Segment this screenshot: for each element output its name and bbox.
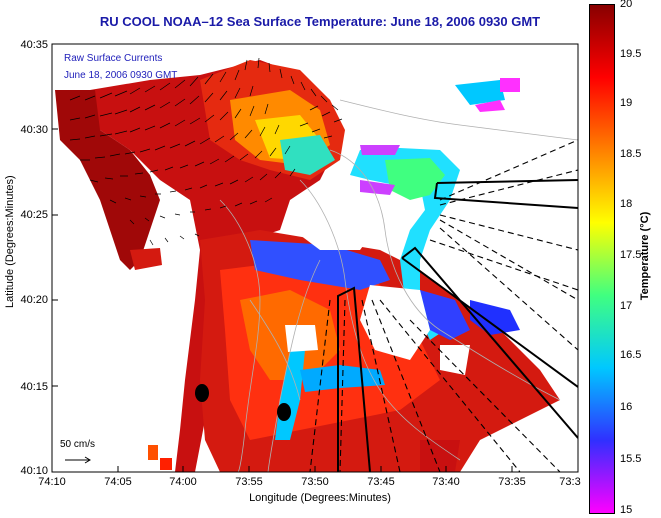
temperature-colorbar [589,4,615,514]
y-tick-label: 40:25 [20,209,48,221]
colorbar-tick: 19.5 [620,48,642,60]
x-tick-label: 73:3 [559,476,581,488]
overlay-label-date: June 18, 2006 0930 GMT [64,70,178,81]
map-canvas [52,44,578,472]
colorbar-label: Temperature (°C) [639,211,651,301]
station-marker-south [277,403,291,421]
colorbar-tick: 18 [620,198,633,210]
overlay-label-currents: Raw Surface Currents [64,53,163,64]
colorbar-tick: 16.5 [620,349,642,361]
colorbar-tick: 15 [620,504,633,516]
x-tick-label: 74:05 [104,476,132,488]
colorbar-tick: 17.5 [620,249,642,261]
vector-scale-label: 50 cm/s [60,439,96,450]
y-axis-label: Latitude (Degrees:Minutes) [4,175,16,308]
x-tick-label: 73:45 [367,476,395,488]
y-tick-label: 40:35 [20,39,48,51]
current-vectors [69,57,343,246]
y-tick-label: 40:15 [20,381,48,393]
x-tick-label: 73:35 [498,476,526,488]
y-tick-label: 40:30 [20,124,48,136]
x-tick-label: 73:40 [432,476,460,488]
x-tick-label: 73:55 [235,476,263,488]
station-marker-north [195,384,209,402]
y-tick-label: 40:10 [20,465,48,477]
colorbar-tick: 17 [620,300,633,312]
axis-ticks [51,43,579,473]
x-tick-label: 74:10 [38,476,66,488]
colorbar-tick: 16 [620,401,633,413]
colorbar-tick: 18.5 [620,148,642,160]
x-tick-label: 73:50 [301,476,329,488]
x-axis-label: Longitude (Degrees:Minutes) [249,492,391,504]
x-tick-label: 74:00 [169,476,197,488]
figure-title: RU COOL NOAA–12 Sea Surface Temperature:… [99,14,541,29]
y-tick-label: 40:20 [20,294,48,306]
colorbar-tick: 20 [620,0,633,10]
colorbar-tick: 15.5 [620,453,642,465]
colorbar-tick: 19 [620,97,633,109]
